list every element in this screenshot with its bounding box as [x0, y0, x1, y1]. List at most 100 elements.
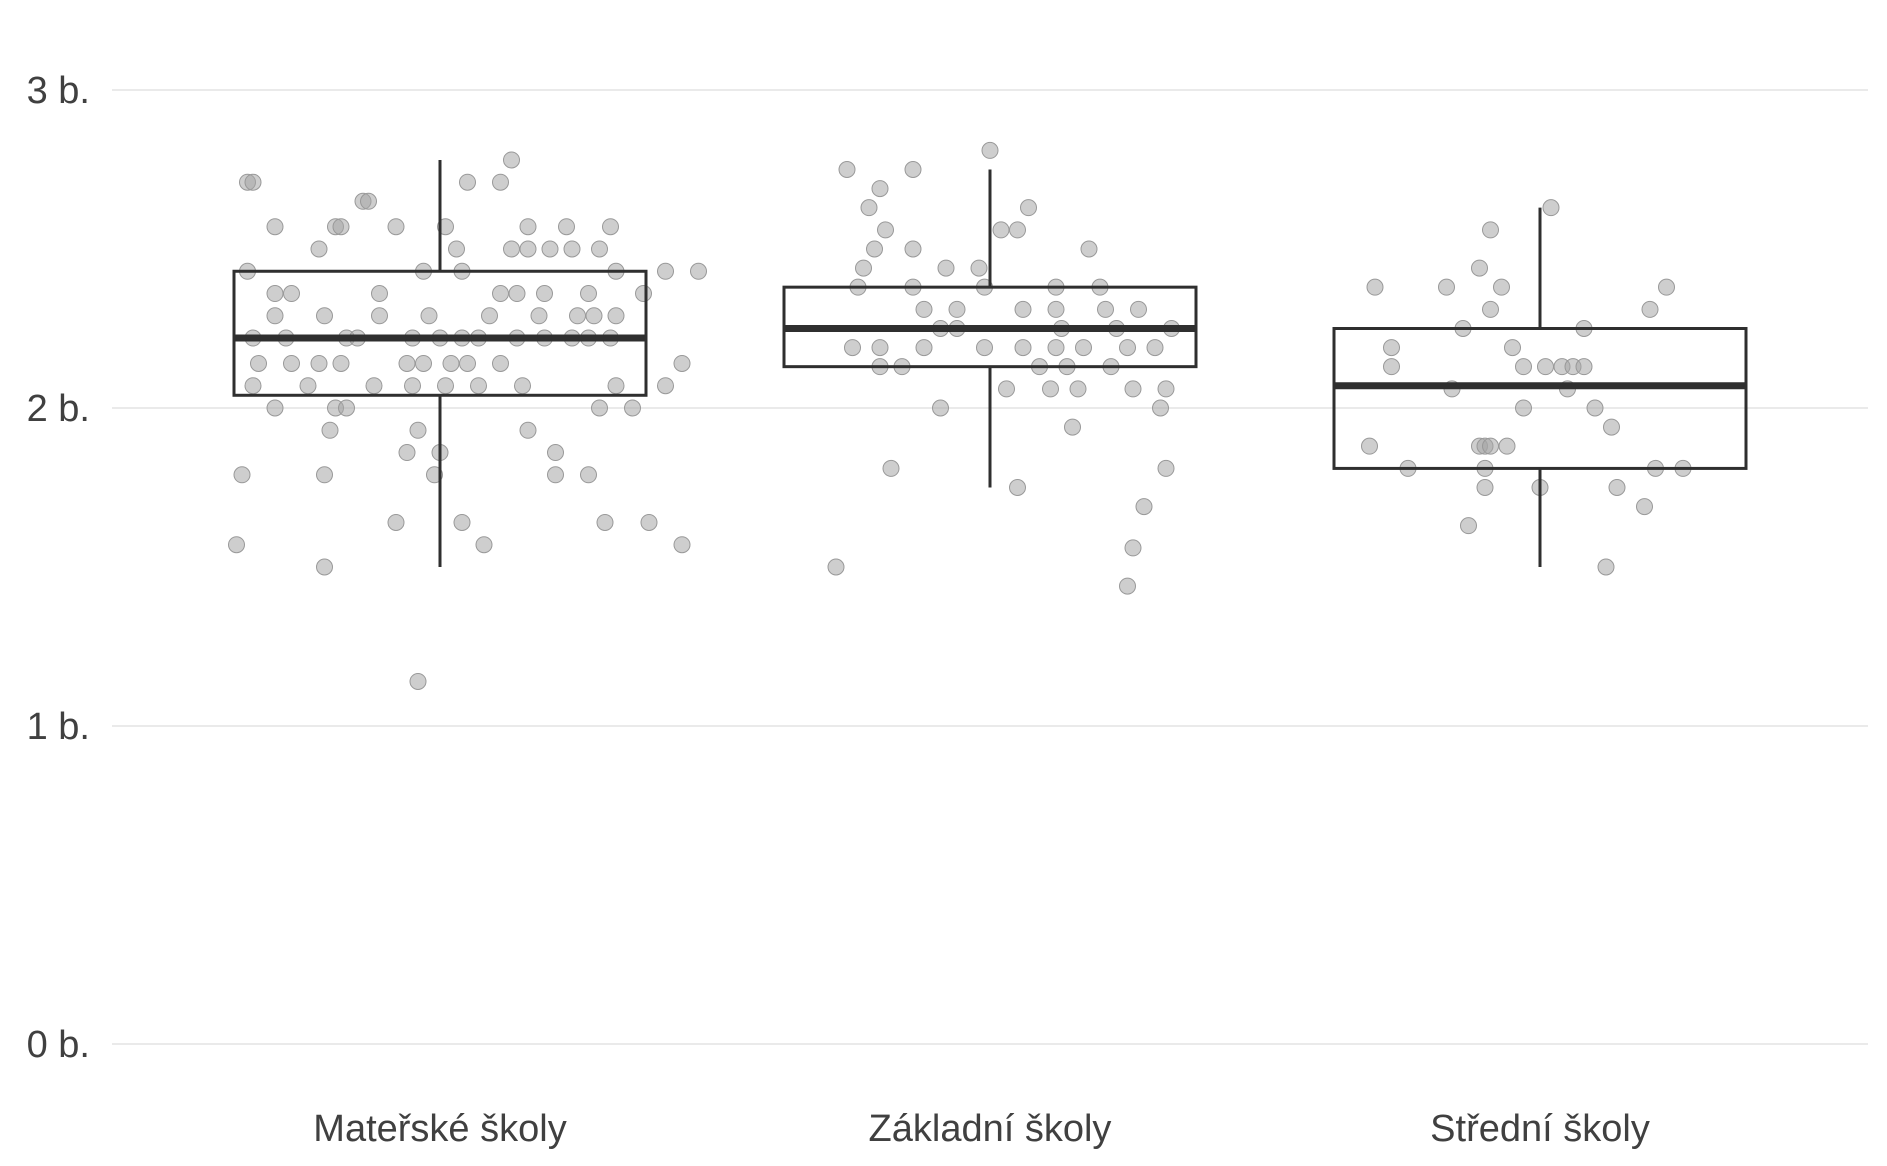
- data-point: [591, 399, 608, 417]
- data-point: [371, 307, 388, 325]
- data-point: [228, 536, 245, 554]
- data-point: [316, 307, 333, 325]
- data-point: [607, 307, 625, 325]
- data-point: [536, 285, 553, 303]
- data-point: [1119, 577, 1136, 595]
- data-point: [1515, 358, 1532, 376]
- data-point: [321, 421, 339, 439]
- data-point: [492, 173, 509, 191]
- iqr-box: [1332, 327, 1748, 470]
- y-axis-tick-labels: 0 b. 1 b. 2 b. 3 b.: [27, 70, 90, 1066]
- data-point: [1482, 300, 1499, 318]
- y-tick-label: 0 b.: [27, 1024, 90, 1066]
- data-point: [1014, 339, 1032, 357]
- data-point: [1383, 358, 1400, 376]
- data-point: [558, 218, 575, 236]
- data-point: [904, 161, 922, 178]
- data-point: [1493, 278, 1510, 296]
- data-point: [838, 161, 856, 178]
- boxes: [232, 159, 1748, 567]
- data-point: [1075, 339, 1092, 357]
- data-point: [690, 262, 707, 280]
- data-point: [596, 513, 614, 531]
- data-point: [1575, 358, 1593, 376]
- data-point: [1476, 479, 1494, 496]
- data-point: [310, 354, 328, 372]
- data-point: [470, 377, 487, 395]
- data-point: [1009, 479, 1026, 496]
- data-point: [904, 240, 922, 258]
- data-point: [547, 444, 564, 462]
- data-point: [673, 536, 691, 554]
- data-point: [514, 377, 531, 395]
- data-point: [976, 339, 993, 357]
- data-point: [1482, 437, 1499, 455]
- data-point: [266, 307, 284, 325]
- data-point: [453, 513, 471, 531]
- data-point: [1047, 339, 1065, 357]
- data-point: [1119, 339, 1136, 357]
- data-point: [1124, 539, 1142, 557]
- data-point: [860, 199, 878, 217]
- data-point: [360, 192, 377, 210]
- data-point: [503, 151, 520, 169]
- data-point: [1157, 380, 1175, 398]
- y-tick-label: 2 b.: [27, 388, 90, 430]
- data-point: [882, 459, 900, 477]
- y-tick-label: 1 b.: [27, 706, 90, 748]
- data-point: [866, 240, 883, 258]
- data-point: [948, 300, 966, 318]
- data-point: [371, 285, 388, 303]
- data-point: [1603, 418, 1620, 436]
- box-0: [232, 159, 648, 567]
- data-point: [1658, 278, 1675, 296]
- data-point: [1597, 558, 1615, 576]
- data-point: [1069, 380, 1087, 398]
- data-point: [871, 180, 889, 198]
- data-point: [1042, 380, 1059, 398]
- data-point: [1009, 221, 1026, 239]
- data-point: [1014, 300, 1032, 318]
- data-point: [1135, 498, 1153, 516]
- x-category-label: Střední školy: [1430, 1108, 1650, 1150]
- data-point: [244, 173, 262, 191]
- data-point: [398, 444, 416, 462]
- data-point: [915, 300, 933, 318]
- data-point: [547, 466, 564, 484]
- data-point: [580, 285, 597, 303]
- data-point: [1471, 259, 1488, 277]
- data-point: [1460, 517, 1477, 535]
- x-axis-category-labels: Mateřské školy Základní školy Střední škol…: [313, 1108, 1650, 1150]
- data-point: [1383, 339, 1400, 357]
- data-point: [530, 307, 548, 325]
- data-point: [569, 307, 586, 325]
- data-point: [387, 218, 405, 236]
- data-point: [299, 377, 317, 395]
- data-point: [492, 285, 509, 303]
- data-point: [1047, 300, 1065, 318]
- data-point: [624, 399, 641, 417]
- data-point: [1636, 498, 1653, 516]
- data-point: [503, 240, 520, 258]
- data-point: [1438, 278, 1455, 296]
- data-point: [877, 221, 894, 239]
- data-point: [844, 339, 861, 357]
- x-category-label: Mateřské školy: [313, 1108, 566, 1150]
- box-2: [1332, 207, 1748, 567]
- data-point: [1542, 199, 1560, 217]
- data-point: [1152, 399, 1169, 417]
- data-point: [519, 240, 537, 258]
- data-point: [657, 262, 674, 280]
- data-point: [1064, 418, 1081, 436]
- data-point: [316, 558, 333, 576]
- data-point: [932, 399, 949, 417]
- data-point: [283, 285, 300, 303]
- data-point: [244, 377, 262, 395]
- data-point: [915, 339, 933, 357]
- data-point: [338, 399, 355, 417]
- box-1: [782, 169, 1198, 488]
- y-tick-label: 3 b.: [27, 70, 90, 112]
- data-point: [442, 354, 460, 372]
- data-point: [1482, 221, 1499, 239]
